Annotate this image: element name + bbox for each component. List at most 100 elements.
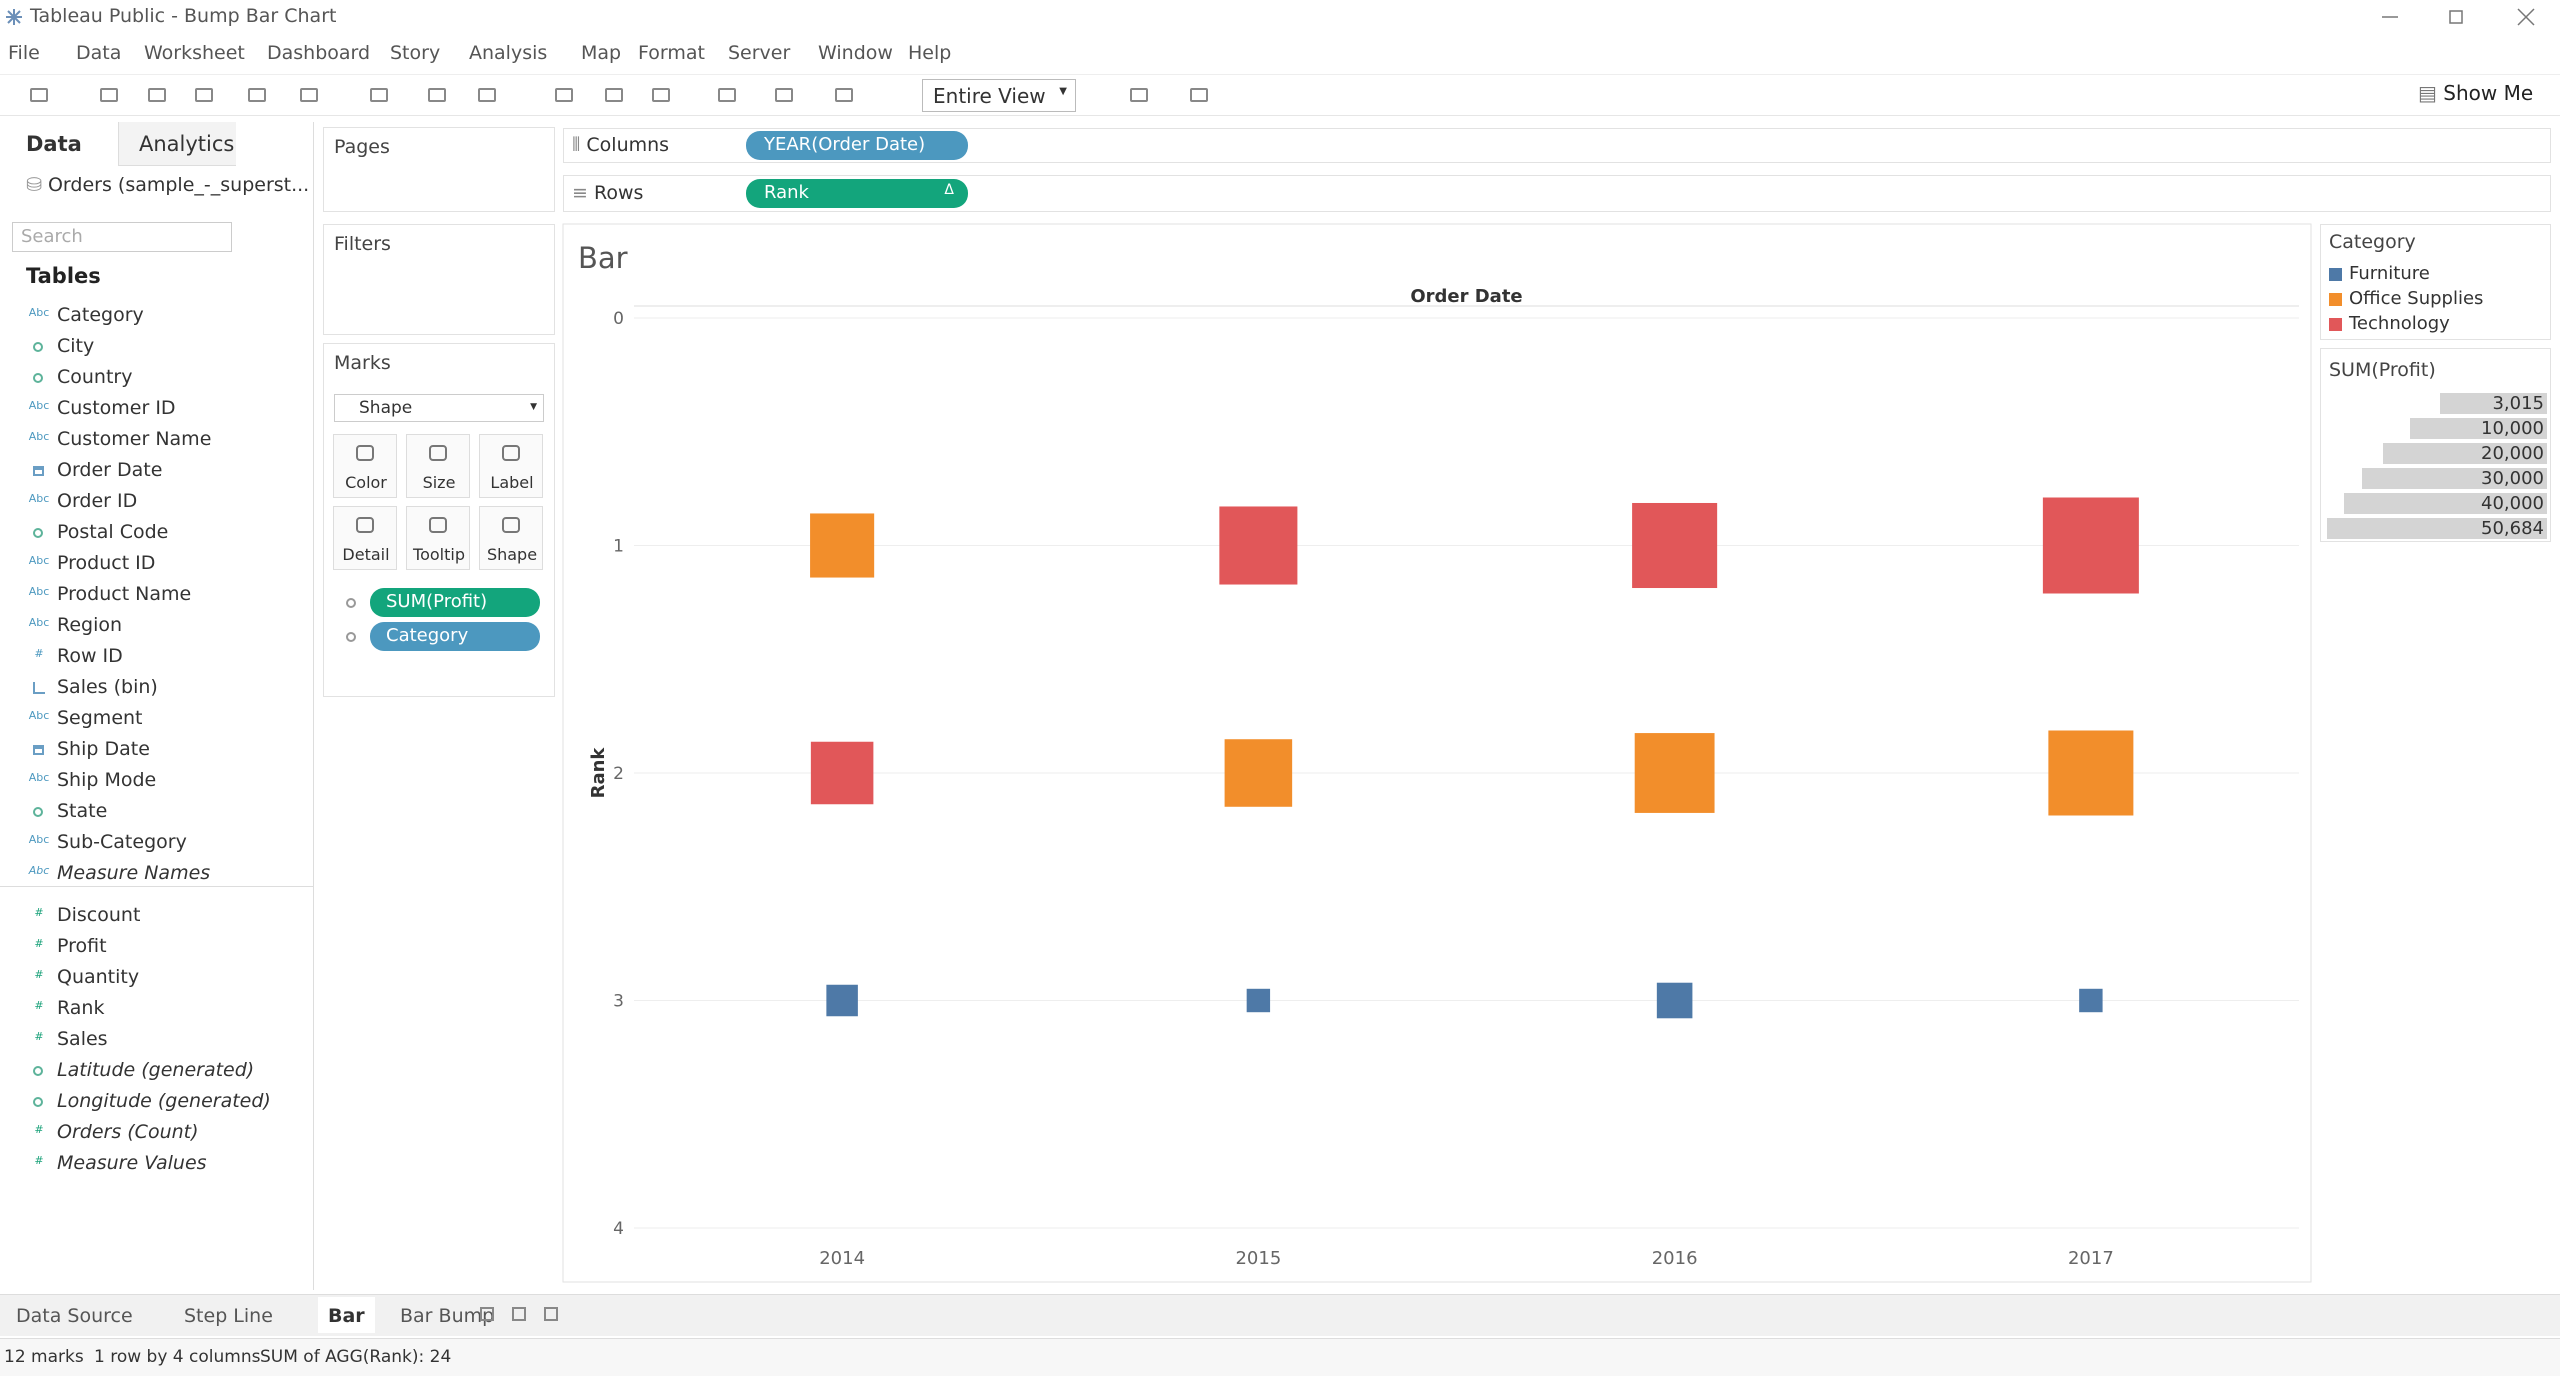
field-item[interactable]: Customer ID Abc xyxy=(28,397,176,419)
field-item[interactable]: Ship Mode Abc xyxy=(28,769,157,791)
window-controls[interactable] xyxy=(2360,0,2560,34)
field-item[interactable]: Postal Code xyxy=(33,521,168,543)
marks-button[interactable]: Detail xyxy=(333,506,397,570)
field-item[interactable]: Measure Values # xyxy=(34,1152,206,1174)
field-item[interactable]: Longitude (generated) xyxy=(33,1090,271,1112)
columns-shelf[interactable]: ⦀ Columns YEAR(Order Date) xyxy=(563,128,2551,163)
sheet-tab[interactable]: Step Line xyxy=(184,1305,273,1327)
field-item[interactable]: Sub-Category Abc xyxy=(28,831,187,853)
new-sheet-button[interactable] xyxy=(480,1307,494,1321)
field-item[interactable]: Sales # xyxy=(34,1028,107,1050)
menu-item[interactable]: Dashboard xyxy=(267,42,371,64)
field-item[interactable]: Segment Abc xyxy=(28,707,143,729)
field-item[interactable]: Orders (Count) # xyxy=(34,1121,198,1143)
toolbar-button[interactable] xyxy=(1190,88,1208,102)
legend-swatch xyxy=(2329,293,2342,306)
marks-button[interactable]: Shape xyxy=(479,506,543,570)
marks-pill[interactable]: SUM(Profit) xyxy=(370,588,540,617)
field-item[interactable]: Country xyxy=(33,366,132,388)
rows-shelf[interactable]: ≡ Rows Rank Δ xyxy=(563,175,2551,212)
toolbar-button[interactable] xyxy=(300,88,318,102)
pane-tab[interactable]: Data xyxy=(0,122,118,166)
field-item[interactable]: Rank # xyxy=(34,997,104,1019)
toolbar-button[interactable] xyxy=(605,88,623,102)
field-item[interactable]: Order ID Abc xyxy=(28,490,138,512)
field-item[interactable]: Measure Names Abc xyxy=(28,862,211,884)
field-item[interactable]: Order Date xyxy=(33,459,162,481)
field-item[interactable]: Product ID Abc xyxy=(28,552,156,574)
mark-type: Shape xyxy=(359,398,413,418)
filters-shelf[interactable]: Filters xyxy=(323,224,555,335)
toolbar-button[interactable] xyxy=(148,88,166,102)
rows-pill-flag: Δ xyxy=(944,182,954,198)
toolbar-button[interactable] xyxy=(478,88,496,102)
menu-item[interactable]: Format xyxy=(638,42,705,64)
marks-button[interactable]: Color xyxy=(333,434,397,498)
marks-button-label: Shape xyxy=(486,545,538,564)
toolbar-button[interactable] xyxy=(195,88,213,102)
menu-item[interactable]: Map xyxy=(581,42,622,64)
field-item[interactable]: Row ID # xyxy=(34,645,122,667)
menu-item[interactable]: Story xyxy=(390,42,441,64)
app-icon xyxy=(6,9,22,25)
marks-button[interactable]: Size xyxy=(406,434,470,498)
toolbar-button[interactable] xyxy=(248,88,266,102)
menu-item[interactable]: Help xyxy=(908,42,952,64)
fit-dropdown[interactable]: Entire View ▼ xyxy=(922,79,1076,112)
field-item[interactable]: Sales (bin) xyxy=(33,676,158,698)
menu-item[interactable]: Server xyxy=(728,42,791,64)
marks-button[interactable]: Tooltip xyxy=(406,506,470,570)
toolbar-button[interactable] xyxy=(30,88,48,102)
size-legend-label: 20,000 xyxy=(2481,443,2544,464)
rows-pill[interactable]: Rank Δ xyxy=(746,179,968,208)
show-me-button[interactable]: ▤ Show Me xyxy=(2418,81,2534,105)
search-box[interactable]: Search xyxy=(12,222,232,252)
mark-type-dropdown[interactable]: Shape ▼ xyxy=(334,394,544,422)
toolbar-button[interactable] xyxy=(100,88,118,102)
toolbar-button[interactable] xyxy=(1130,88,1148,102)
field-item[interactable]: Profit # xyxy=(34,935,106,957)
field-item[interactable]: Ship Date xyxy=(33,738,150,760)
field-item[interactable]: City xyxy=(33,335,94,357)
field-item[interactable]: Category Abc xyxy=(28,304,144,326)
sheet-tab[interactable]: Bar xyxy=(318,1297,375,1333)
legend-item[interactable]: Furniture xyxy=(2329,263,2539,287)
filters-title: Filters xyxy=(334,233,391,255)
legend-label: Office Supplies xyxy=(2349,288,2484,309)
pages-shelf[interactable]: Pages xyxy=(323,127,555,212)
legend-item[interactable]: Technology xyxy=(2329,313,2539,337)
field-item[interactable]: State xyxy=(33,800,107,822)
marks-button-icon xyxy=(502,517,520,533)
geo-icon xyxy=(33,342,43,352)
sheet-tab[interactable]: Data Source xyxy=(16,1305,133,1327)
marks-button[interactable]: Label xyxy=(479,434,543,498)
toolbar-button[interactable] xyxy=(555,88,573,102)
columns-pill[interactable]: YEAR(Order Date) xyxy=(746,131,968,160)
field-item[interactable]: Quantity # xyxy=(34,966,139,988)
toolbar-button[interactable] xyxy=(835,88,853,102)
data-source[interactable]: ⛁ Orders (sample_-_superst... xyxy=(26,174,310,196)
menu-item[interactable]: Data xyxy=(76,42,122,64)
field-type-icon: Abc xyxy=(28,833,50,846)
toolbar-button[interactable] xyxy=(775,88,793,102)
menu-item[interactable]: Analysis xyxy=(469,42,548,64)
sheet-tab[interactable]: Bar Bump xyxy=(400,1305,495,1327)
menu-item[interactable]: File xyxy=(8,42,40,64)
toolbar-button[interactable] xyxy=(428,88,446,102)
menu-item[interactable]: Window xyxy=(818,42,893,64)
pane-tab[interactable]: Analytics xyxy=(118,122,236,166)
marks-pill[interactable]: Category xyxy=(370,622,540,651)
toolbar-button[interactable] xyxy=(370,88,388,102)
toolbar-button[interactable] xyxy=(718,88,736,102)
new-sheet-button[interactable] xyxy=(544,1307,558,1321)
field-item[interactable]: Latitude (generated) xyxy=(33,1059,254,1081)
field-item[interactable]: Discount # xyxy=(34,904,140,926)
field-item[interactable]: Customer Name Abc xyxy=(28,428,212,450)
field-item[interactable]: Region Abc xyxy=(28,614,123,636)
field-item[interactable]: Product Name Abc xyxy=(28,583,192,605)
new-sheet-button[interactable] xyxy=(512,1307,526,1321)
square-mark xyxy=(1219,506,1298,585)
legend-item[interactable]: Office Supplies xyxy=(2329,288,2539,312)
menu-item[interactable]: Worksheet xyxy=(144,42,245,64)
toolbar-button[interactable] xyxy=(652,88,670,102)
